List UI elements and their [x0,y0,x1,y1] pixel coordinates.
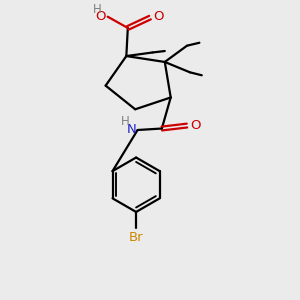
Text: H: H [93,3,102,16]
Text: O: O [95,10,105,22]
Text: N: N [126,123,136,136]
Text: Br: Br [129,231,143,244]
Text: O: O [190,119,200,132]
Text: H: H [121,115,130,128]
Text: O: O [153,10,164,23]
